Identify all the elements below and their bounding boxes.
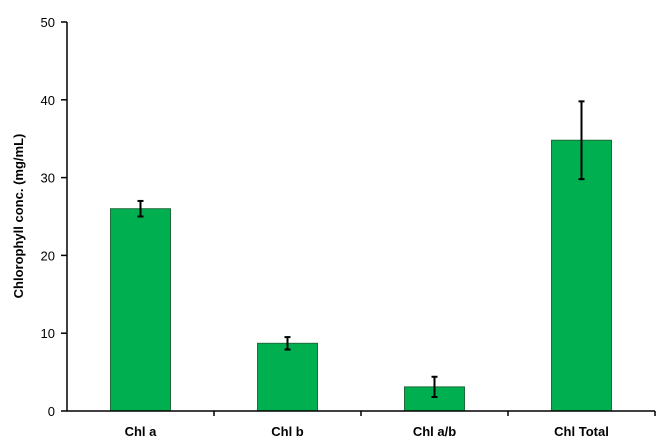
x-labels-layer: Chl a Chl b Chl a/b Chl Total xyxy=(125,411,656,439)
y-tick-label: 40 xyxy=(41,93,55,108)
bar xyxy=(551,139,612,412)
error-bar xyxy=(284,336,291,351)
y-tick-label: 20 xyxy=(41,248,55,263)
y-tick-label: 30 xyxy=(41,171,55,186)
x-category-label: Chl Total xyxy=(554,424,609,439)
y-tick-label: 50 xyxy=(41,15,55,30)
x-category-label: Chl a/b xyxy=(413,424,456,439)
error-bars-layer xyxy=(137,100,585,398)
y-tick-label: 0 xyxy=(48,404,55,419)
error-bar xyxy=(431,375,438,398)
error-bar xyxy=(137,199,144,218)
bar xyxy=(110,208,171,412)
y-ticks-layer: 0 10 20 30 40 50 xyxy=(41,15,67,419)
y-tick-label: 10 xyxy=(41,326,55,341)
error-bar xyxy=(578,100,585,181)
bar xyxy=(257,342,318,412)
x-category-label: Chl a xyxy=(125,424,158,439)
x-category-label: Chl b xyxy=(271,424,304,439)
bars-layer xyxy=(110,139,612,412)
y-axis-title: Chlorophyll conc. (mg/mL) xyxy=(11,134,26,299)
